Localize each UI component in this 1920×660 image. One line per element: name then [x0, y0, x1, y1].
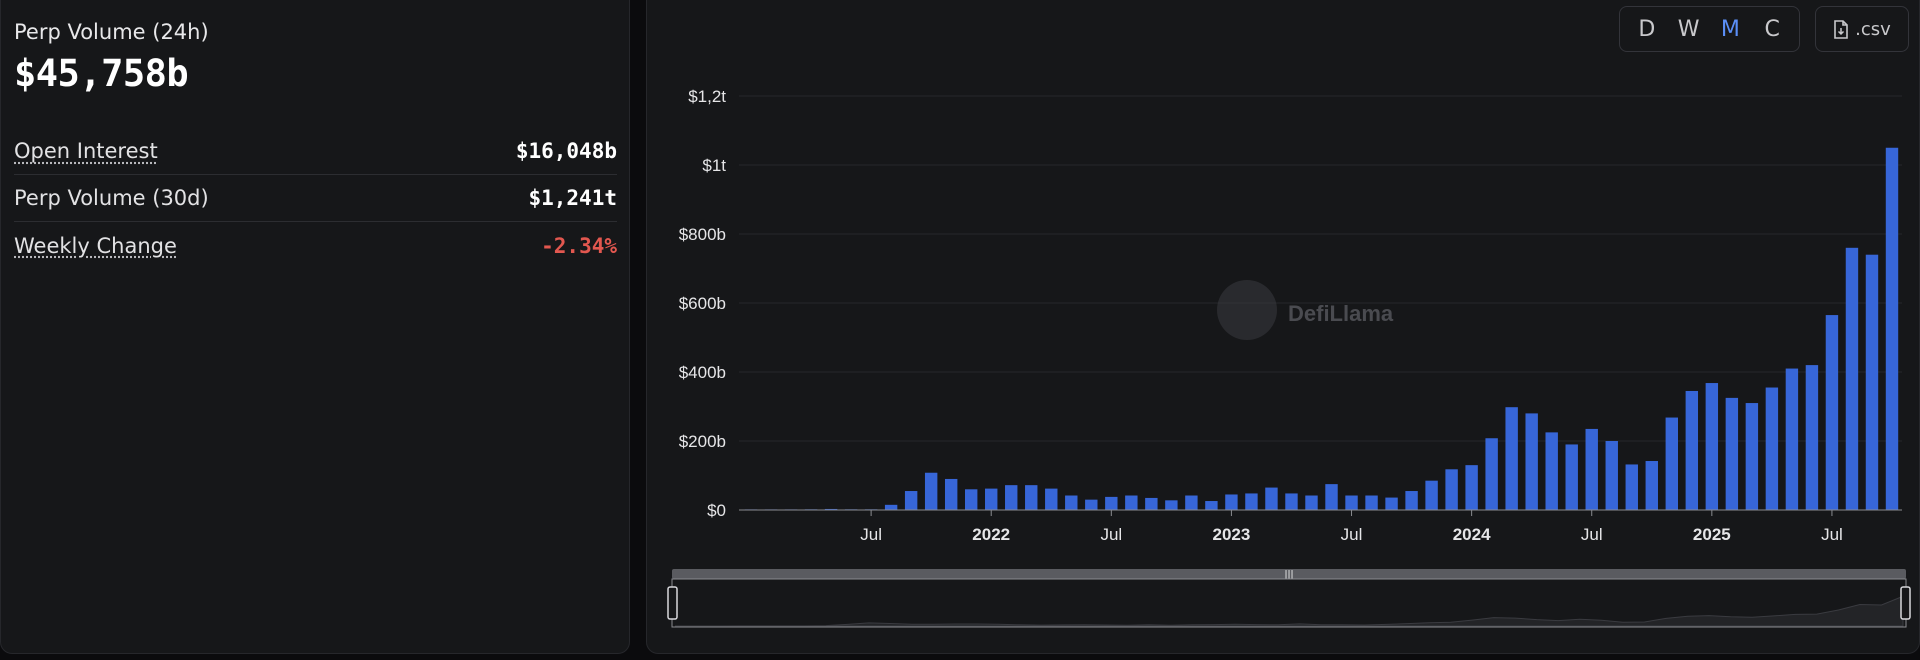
- watermark-text: DefiLlama: [1288, 301, 1394, 326]
- open-interest-label[interactable]: Open Interest: [14, 139, 158, 163]
- y-tick-label: $0: [707, 501, 726, 520]
- brush-right-handle[interactable]: [1900, 586, 1911, 620]
- y-tick-label: $1t: [702, 156, 726, 175]
- bar-2023-04[interactable]: [1285, 493, 1298, 510]
- bar-2024-11[interactable]: [1665, 417, 1679, 510]
- bar-2021-11[interactable]: [944, 478, 958, 510]
- perp-volume-30d-label: Perp Volume (30d): [14, 186, 209, 210]
- defillama-logo-icon: [1217, 280, 1277, 340]
- bar-2024-05[interactable]: [1545, 432, 1558, 510]
- y-tick-label: $600b: [679, 294, 726, 313]
- bar-2023-01[interactable]: [1225, 494, 1238, 510]
- bar-2024-03[interactable]: [1505, 407, 1518, 510]
- bar-2021-08[interactable]: [884, 504, 898, 510]
- bar-2023-03[interactable]: [1265, 487, 1278, 510]
- bar-2021-05[interactable]: [824, 508, 838, 510]
- bar-2025-10[interactable]: [1885, 147, 1899, 510]
- bar-2023-05[interactable]: [1305, 495, 1318, 510]
- bar-2025-09[interactable]: [1865, 254, 1879, 510]
- interval-monthly-button[interactable]: M: [1720, 16, 1740, 42]
- bar-2022-01[interactable]: [985, 488, 998, 510]
- csv-label: .csv: [1855, 18, 1891, 40]
- bar-2022-08[interactable]: [1125, 495, 1138, 510]
- chart-panel: [646, 0, 1920, 654]
- bar-2023-07[interactable]: [1345, 495, 1358, 510]
- x-tick-label: Jul: [1581, 525, 1603, 544]
- bar-2025-02[interactable]: [1725, 397, 1739, 510]
- weekly-change-label[interactable]: Weekly Change: [14, 233, 177, 258]
- bar-2022-06[interactable]: [1085, 499, 1098, 510]
- x-tick-label: 2025: [1693, 525, 1731, 544]
- file-download-icon: [1834, 19, 1848, 39]
- x-tick-label: Jul: [1341, 525, 1363, 544]
- bar-2022-02[interactable]: [1005, 485, 1018, 510]
- brush-handle-bar[interactable]: [672, 569, 1906, 579]
- defillama-watermark: DefiLlama: [1217, 280, 1394, 340]
- open-interest-value: $16,048b: [515, 139, 617, 163]
- bar-2021-12[interactable]: [964, 489, 978, 510]
- x-tick-label: 2024: [1453, 525, 1491, 544]
- bar-2021-10[interactable]: [924, 472, 938, 510]
- y-tick-label: $400b: [679, 363, 726, 382]
- bar-2024-12[interactable]: [1685, 390, 1699, 510]
- perp-volume-30d-value: $1,241t: [528, 186, 617, 210]
- bar-2024-04[interactable]: [1525, 413, 1538, 510]
- bar-2025-04[interactable]: [1765, 387, 1779, 510]
- stat-row-weekly-change: Weekly Change -2.34%: [14, 222, 617, 269]
- bar-2022-04[interactable]: [1045, 488, 1058, 510]
- bar-2023-11[interactable]: [1425, 480, 1438, 510]
- bar-2024-08[interactable]: [1605, 441, 1618, 510]
- brush-grip-icon: |||: [1284, 570, 1293, 580]
- bar-2024-07[interactable]: [1585, 428, 1598, 510]
- bar-2023-09[interactable]: [1385, 497, 1398, 510]
- download-csv-button[interactable]: .csv: [1815, 6, 1909, 52]
- x-tick-label: Jul: [1821, 525, 1843, 544]
- brush-left-handle[interactable]: [667, 586, 678, 620]
- interval-selector: D W M C: [1619, 6, 1800, 52]
- x-tick-label: Jul: [1100, 525, 1122, 544]
- bar-2024-01[interactable]: [1465, 465, 1478, 510]
- bar-2022-10[interactable]: [1165, 500, 1178, 510]
- bar-2025-05[interactable]: [1785, 368, 1799, 510]
- perp-volume-24h-label: Perp Volume (24h): [14, 20, 209, 44]
- bar-2024-10[interactable]: [1645, 461, 1658, 510]
- weekly-change-value: -2.34%: [541, 233, 617, 258]
- bar-2022-03[interactable]: [1025, 485, 1038, 510]
- bar-2025-07[interactable]: [1825, 315, 1839, 510]
- bar-2022-12[interactable]: [1205, 501, 1218, 510]
- bar-2025-08[interactable]: [1845, 247, 1859, 511]
- bar-2022-05[interactable]: [1065, 495, 1078, 510]
- bar-2023-02[interactable]: [1245, 493, 1258, 510]
- stats-panel: [0, 0, 630, 654]
- bar-2024-06[interactable]: [1565, 444, 1578, 510]
- bar-2022-09[interactable]: [1145, 497, 1158, 510]
- perp-volume-24h-value: $45,758b: [14, 52, 189, 95]
- bar-2023-10[interactable]: [1405, 491, 1418, 510]
- bar-2022-07[interactable]: [1105, 496, 1118, 510]
- bar-2024-02[interactable]: [1485, 438, 1498, 510]
- bar-2025-01[interactable]: [1705, 383, 1719, 510]
- bar-2025-03[interactable]: [1745, 403, 1759, 510]
- interval-cumulative-button[interactable]: C: [1764, 16, 1780, 42]
- x-tick-label: 2022: [972, 525, 1010, 544]
- bar-2022-11[interactable]: [1185, 495, 1198, 510]
- stat-row-perp-volume-30d: Perp Volume (30d) $1,241t: [14, 175, 617, 222]
- y-tick-label: $800b: [679, 225, 726, 244]
- x-tick-label: Jul: [860, 525, 882, 544]
- range-brush[interactable]: |||: [667, 569, 1911, 628]
- interval-daily-button[interactable]: D: [1638, 16, 1656, 42]
- bar-2023-08[interactable]: [1365, 495, 1378, 510]
- y-tick-label: $200b: [679, 432, 726, 451]
- bar-2023-06[interactable]: [1325, 484, 1338, 510]
- brush-preview-area: [675, 595, 1904, 627]
- bar-2024-09[interactable]: [1625, 464, 1638, 510]
- interval-weekly-button[interactable]: W: [1677, 16, 1700, 42]
- bar-2023-12[interactable]: [1445, 469, 1458, 510]
- stat-row-open-interest: Open Interest $16,048b: [14, 128, 617, 175]
- bar-2025-06[interactable]: [1805, 365, 1819, 510]
- bar-2021-09[interactable]: [904, 491, 918, 510]
- y-tick-label: $1,2t: [688, 87, 726, 106]
- x-tick-label: 2023: [1213, 525, 1251, 544]
